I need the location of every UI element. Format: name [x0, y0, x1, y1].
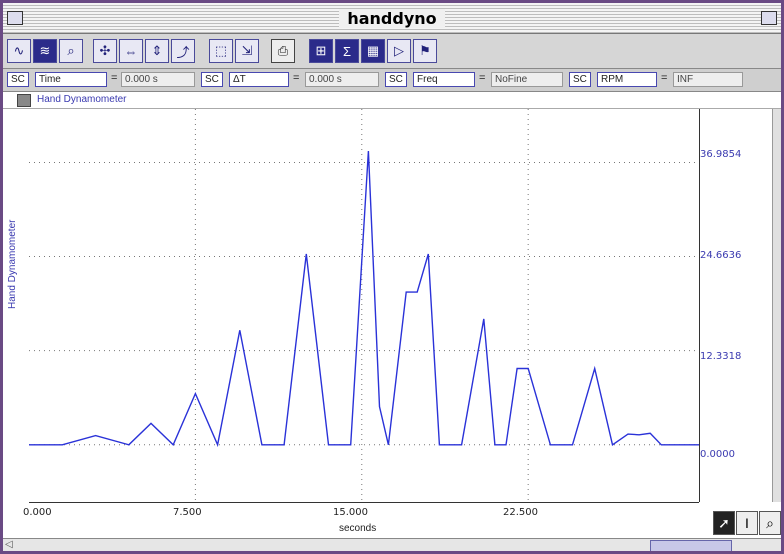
graph-icon[interactable]: ∿	[7, 39, 31, 63]
readout-sc-button[interactable]: SC	[385, 72, 407, 87]
chart-svg	[29, 109, 699, 502]
flag-icon[interactable]: ⚑	[413, 39, 437, 63]
stats-icon[interactable]: ⊞	[309, 39, 333, 63]
text-cursor-icon[interactable]: I	[736, 511, 758, 535]
tool-palette: ➚ I ⌕	[713, 511, 781, 537]
zoom-icon[interactable]: ⌕	[59, 39, 83, 63]
magnifier-icon[interactable]: ⌕	[759, 511, 781, 535]
y-tick-label: 12.3318	[700, 351, 742, 362]
equals-sign: =	[293, 72, 300, 84]
sum-icon[interactable]: Σ	[335, 39, 359, 63]
scroll-left-arrow-icon[interactable]: ◁	[5, 539, 13, 550]
legend: Hand Dynamometer	[3, 92, 781, 109]
y-tick-label: 36.9854	[700, 149, 742, 160]
toolbar: ∿ ≋ ⌕ ✣ ⇔ ⇕ ⤴ ⬚ ⇲ ⎙ ⊞ Σ ▦ ▷ ⚑	[3, 34, 781, 69]
y-axis-label-area: Hand Dynamometer	[3, 109, 29, 502]
plot-area[interactable]	[29, 109, 699, 502]
pointer-icon[interactable]: ➚	[713, 511, 735, 535]
horizontal-scrollbar[interactable]: ◁	[3, 538, 781, 551]
x-tick-label: 22.500	[503, 507, 538, 518]
readout-value: INF	[673, 72, 743, 87]
legend-label: Hand Dynamometer	[37, 94, 127, 105]
autoscale-icon[interactable]: ✣	[93, 39, 117, 63]
table-icon[interactable]: ▦	[361, 39, 385, 63]
readout-field-select[interactable]: Freq	[413, 72, 475, 87]
readout-sc-button[interactable]: SC	[201, 72, 223, 87]
y-tick-label: 24.6636	[700, 250, 742, 261]
y-axis-label: Hand Dynamometer	[7, 219, 18, 309]
equals-sign: =	[661, 72, 668, 84]
graph-selected-icon[interactable]: ≋	[33, 39, 57, 63]
vertical-scrollbar[interactable]	[772, 109, 781, 502]
legend-swatch[interactable]	[17, 94, 31, 107]
x-axis: 0.000 7.500 15.000 22.500 seconds	[23, 502, 699, 539]
select-icon[interactable]: ⬚	[209, 39, 233, 63]
print-icon[interactable]: ⎙	[271, 39, 295, 63]
y-tick-label: 0.0000	[700, 449, 735, 460]
equals-sign: =	[111, 72, 118, 84]
right-y-axis: 36.9854 24.6636 12.3318 0.0000	[699, 109, 781, 502]
window-title: handdyno	[3, 9, 781, 29]
equals-sign: =	[479, 72, 486, 84]
readout-sc-button[interactable]: SC	[569, 72, 591, 87]
readout-field-select[interactable]: RPM	[597, 72, 657, 87]
scale-x-icon[interactable]: ⇔	[119, 39, 143, 63]
scale-y-icon[interactable]: ⇕	[145, 39, 169, 63]
readout-value: 0.000 s	[305, 72, 379, 87]
x-axis-label: seconds	[339, 523, 377, 534]
readout-field-select[interactable]: Time	[35, 72, 107, 87]
readout-sc-button[interactable]: SC	[7, 72, 29, 87]
readout-value: NoFine	[491, 72, 563, 87]
readout-field-select[interactable]: ΔT	[229, 72, 289, 87]
play-icon[interactable]: ▷	[387, 39, 411, 63]
curve-fit-icon[interactable]: ⤴	[171, 39, 195, 63]
close-box-icon[interactable]	[7, 11, 23, 25]
zoom-box-icon[interactable]	[761, 11, 777, 25]
x-tick-label: 7.500	[173, 507, 202, 518]
readout-bar: SC Time = 0.000 s SC ΔT = 0.000 s SC Fre…	[3, 69, 781, 92]
data-series-line	[29, 150, 699, 448]
select-range-icon[interactable]: ⇲	[235, 39, 259, 63]
x-tick-label: 0.000	[23, 507, 52, 518]
title-bar[interactable]: handdyno	[3, 3, 781, 34]
scroll-thumb[interactable]	[650, 540, 732, 551]
x-tick-label: 15.000	[333, 507, 368, 518]
readout-value: 0.000 s	[121, 72, 195, 87]
